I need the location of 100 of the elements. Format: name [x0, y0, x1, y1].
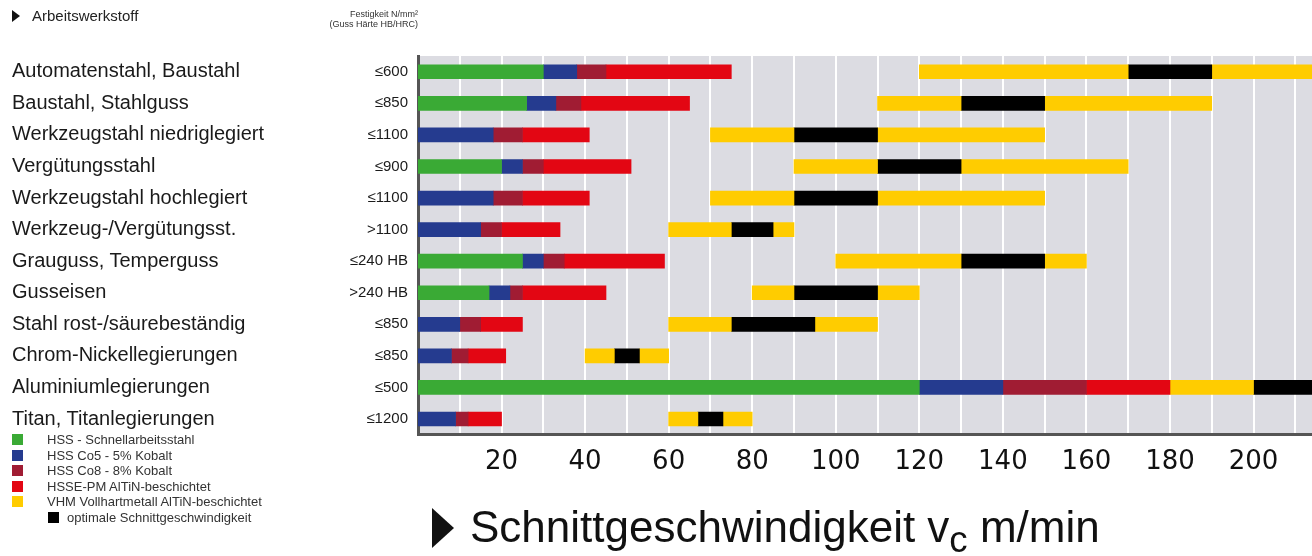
y2-tick-label: ≤240 HB	[349, 251, 408, 269]
bar	[418, 411, 456, 427]
y-tick-label: Werkzeug-/Vergütungsst.	[12, 217, 237, 240]
bar	[1127, 64, 1213, 80]
bar	[960, 253, 1045, 269]
bar	[793, 190, 878, 206]
y-tick-label: Gusseisen	[12, 280, 107, 303]
bar	[418, 253, 523, 269]
x-tick-label: 20	[485, 445, 519, 476]
bar	[418, 159, 502, 174]
bar	[418, 96, 527, 111]
y-tick-label: Grauguss, Temperguss	[12, 248, 219, 271]
bar	[1044, 253, 1087, 269]
bar	[877, 127, 1045, 143]
bar	[522, 159, 544, 174]
x-tick-label: 40	[568, 445, 602, 476]
bar	[563, 253, 665, 269]
bar	[793, 159, 878, 174]
bar	[793, 285, 878, 301]
y2-tick-label: ≤1100	[367, 125, 408, 143]
y2-tick-label: ≤500	[374, 377, 408, 395]
legend-label: HSSE-PM AlTiN-beschichtet	[47, 478, 211, 494]
bar	[722, 411, 753, 427]
bar	[793, 127, 878, 143]
y2-tick-label: ≤850	[374, 93, 408, 111]
legend-label: optimale Schnittgeschwindigkeit	[67, 509, 252, 525]
y-tick-label: Vergütungsstahl	[12, 154, 156, 176]
bar	[522, 127, 590, 143]
bar	[835, 253, 962, 269]
y-tick-label: Aluminiumlegierungen	[12, 374, 210, 397]
bar	[488, 285, 511, 301]
bar	[418, 285, 490, 301]
bar	[697, 411, 724, 427]
bar	[877, 285, 920, 301]
bar	[710, 190, 795, 206]
y2-tick-label: ≤1200	[366, 409, 408, 427]
bar	[526, 96, 557, 111]
y-tick-label: Werkzeugstahl niedriglegiert	[12, 122, 265, 145]
bar	[543, 253, 565, 269]
bar	[492, 127, 523, 143]
bar	[772, 222, 795, 237]
x-tick-label: 200	[1228, 445, 1279, 476]
x-tick-label: 60	[652, 445, 686, 476]
bar	[543, 159, 632, 174]
bar	[522, 285, 607, 301]
bar	[814, 316, 878, 332]
x-tick-label: 100	[810, 445, 861, 476]
y2-tick-label: ≤850	[374, 314, 408, 332]
bar	[1169, 380, 1254, 395]
bar	[555, 96, 582, 111]
bar	[1253, 380, 1312, 395]
y-tick-label: Chrom-Nickellegierungen	[12, 343, 238, 366]
y2-tick-label: ≤600	[374, 61, 408, 79]
bar	[576, 64, 607, 80]
bar	[522, 253, 544, 269]
bar	[418, 190, 494, 206]
legend-label: HSS Co8 - 8% Kobalt	[47, 463, 173, 479]
bar	[418, 222, 481, 237]
bar	[543, 64, 578, 80]
bar	[501, 159, 523, 174]
bar	[467, 348, 507, 364]
bar	[418, 348, 452, 364]
y2-tick-label: >1100	[366, 219, 408, 237]
y2-tick-label: ≤1100	[367, 188, 408, 206]
bar	[418, 64, 544, 80]
y-axis-title: Arbeitswerkstoff	[32, 7, 139, 24]
x-axis-title: Schnittgeschwindigkeit v$_{c}$ m/min	[470, 502, 1100, 556]
y2-tick-label: ≤900	[374, 156, 408, 174]
bar	[668, 316, 732, 332]
bar	[710, 127, 795, 143]
bar	[918, 64, 1129, 80]
x-tick-label: 180	[1145, 445, 1195, 476]
legend-label: HSS Co5 - 5% Kobalt	[47, 447, 173, 463]
bar	[730, 222, 774, 237]
legend-label: VHM Vollhartmetall AlTiN-beschichtet	[47, 494, 262, 510]
bar	[668, 222, 732, 237]
bar	[960, 159, 1129, 174]
x-tick-label: 80	[735, 445, 769, 476]
bar	[418, 316, 461, 332]
bar	[960, 96, 1045, 111]
bar	[418, 127, 494, 143]
bar	[751, 285, 795, 301]
bar	[639, 348, 669, 364]
bar	[584, 348, 615, 364]
x-tick-label: 140	[978, 445, 1028, 476]
bar	[730, 316, 816, 332]
bar	[522, 190, 590, 206]
y2-tick-label: >240 HB	[349, 282, 408, 300]
y2-tick-label: ≤850	[374, 346, 408, 364]
bar	[480, 222, 502, 237]
y-tick-label: Titan, Titanlegierungen	[12, 406, 215, 429]
y-tick-label: Baustahl, Stahlguss	[12, 90, 189, 113]
bar	[467, 411, 502, 427]
bar	[509, 285, 523, 301]
y-tick-label: Stahl rost-/säurebeständig	[12, 311, 246, 334]
bar	[492, 190, 523, 206]
bar	[459, 316, 481, 332]
bar	[877, 96, 962, 111]
bar	[1002, 380, 1087, 395]
bar	[918, 380, 1004, 395]
